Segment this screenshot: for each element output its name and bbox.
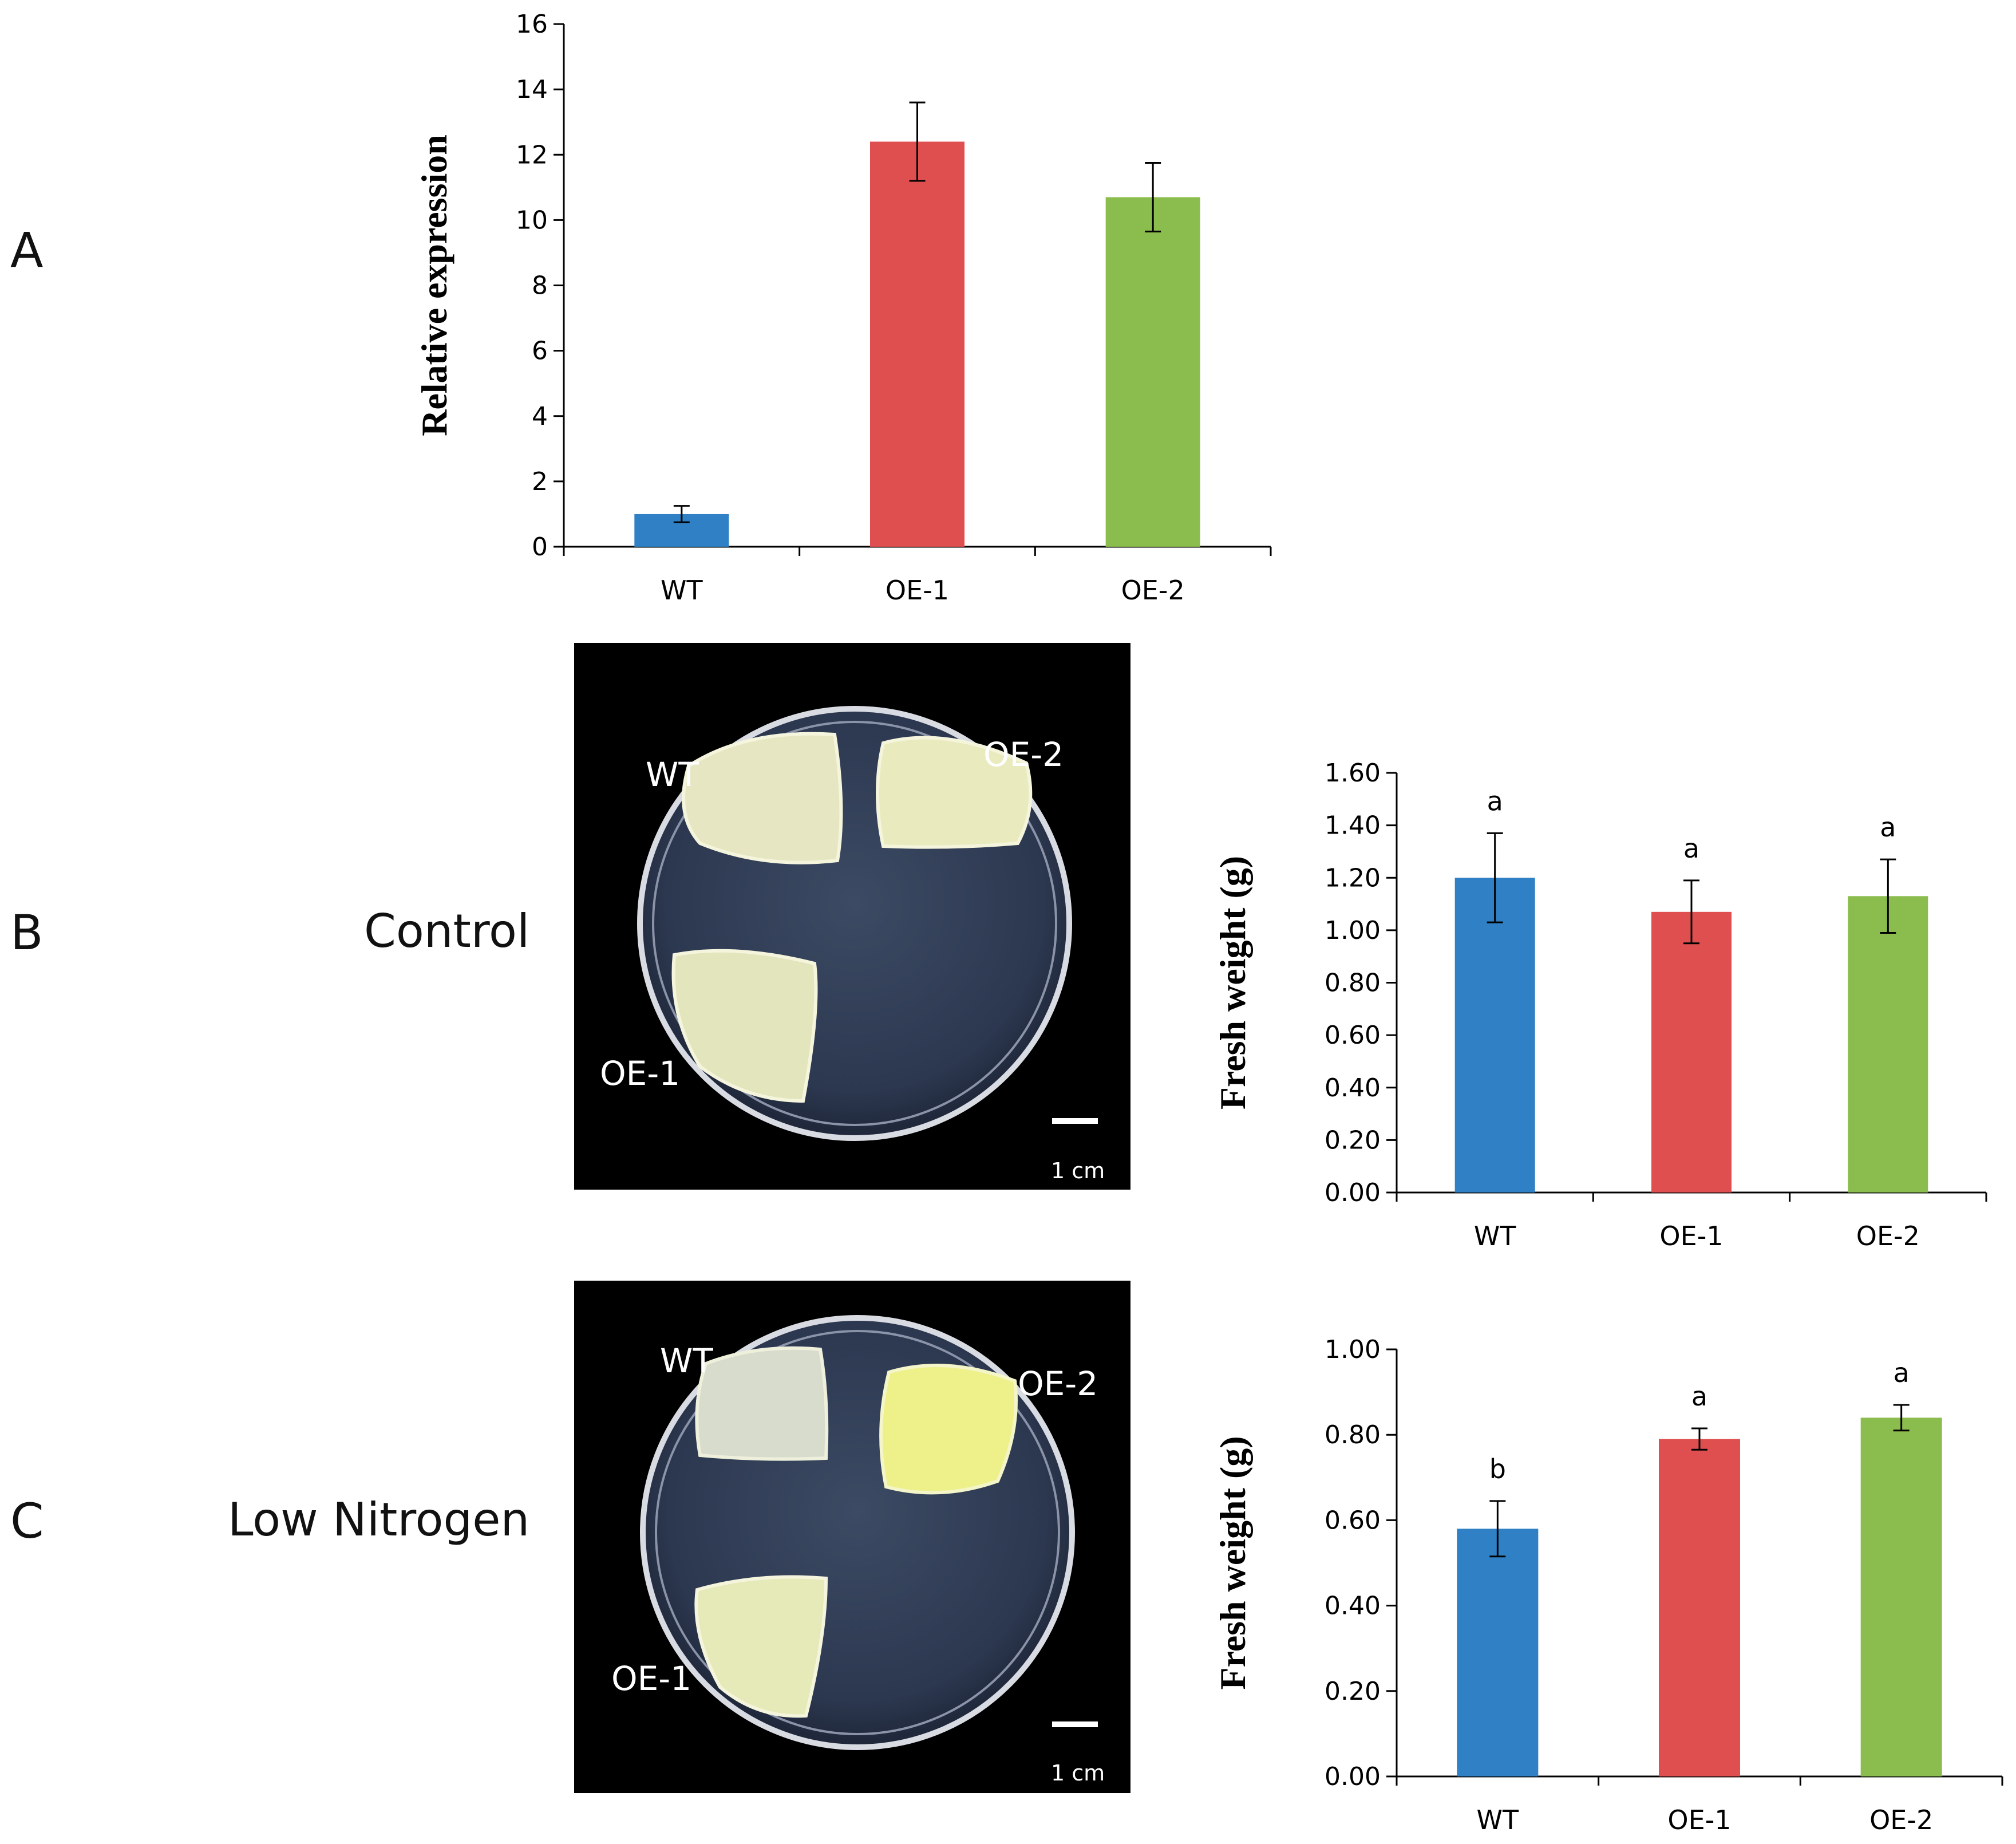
- y-tick-label: 8: [532, 271, 548, 301]
- plate-label-oe1: OE-1: [611, 1659, 691, 1698]
- y-tick-label: 0.00: [1325, 1762, 1381, 1791]
- callus-wt: [695, 1346, 829, 1461]
- scale-label: 1 cm: [1051, 1760, 1105, 1786]
- x-category-label: WT: [1477, 1804, 1519, 1835]
- bar-oe1: [870, 141, 964, 547]
- panel-letter-a: A: [10, 222, 44, 278]
- y-tick-label: 4: [532, 402, 548, 431]
- bar-wt: [1457, 1529, 1539, 1776]
- panel-letter-b: B: [10, 905, 44, 961]
- x-category-label: OE-1: [886, 575, 949, 606]
- y-tick-label: 0.40: [1325, 1073, 1381, 1103]
- scale-bar: [1052, 1721, 1098, 1727]
- significance-letter: b: [1489, 1454, 1506, 1484]
- bar-oe1: [1651, 911, 1732, 1193]
- y-tick-label: 1.00: [1325, 1335, 1381, 1364]
- plate-label-oe1: OE-1: [600, 1054, 680, 1093]
- y-axis-title: Relative expression: [414, 135, 454, 436]
- plate-label-oe2: OE-2: [983, 735, 1064, 774]
- y-tick-label: 0.80: [1325, 969, 1381, 998]
- y-tick-label: 1.60: [1325, 759, 1381, 788]
- bar-oe2: [1848, 896, 1928, 1193]
- y-tick-label: 12: [516, 140, 548, 169]
- y-tick-label: 0.20: [1325, 1126, 1381, 1155]
- y-axis-title: Fresh weight (g): [1212, 856, 1253, 1109]
- bar-oe2: [1105, 197, 1200, 547]
- y-tick-label: 10: [516, 206, 548, 235]
- x-category-label: OE-1: [1659, 1221, 1723, 1251]
- y-tick-label: 1.00: [1325, 916, 1381, 945]
- callus-oe1: [694, 1575, 828, 1718]
- plate-label-wt: WT: [646, 755, 699, 794]
- x-category-label: OE-2: [1869, 1804, 1933, 1835]
- y-tick-label: 1.40: [1325, 811, 1381, 840]
- y-tick-label: 6: [532, 337, 548, 366]
- y-tick-label: 0.40: [1325, 1592, 1381, 1621]
- y-tick-label: 2: [532, 467, 548, 496]
- condition-label-control: Control: [364, 905, 530, 958]
- x-category-label: OE-2: [1121, 575, 1185, 606]
- x-category-label: OE-1: [1667, 1804, 1731, 1835]
- plate-label-oe2: OE-2: [1018, 1364, 1098, 1403]
- y-axis-title: Fresh weight (g): [1212, 1436, 1253, 1689]
- callus-oe1: [671, 949, 818, 1103]
- y-tick-label: 14: [516, 75, 548, 104]
- significance-letter: a: [1894, 1357, 1910, 1388]
- y-tick-label: 16: [516, 10, 548, 39]
- y-tick-label: 0.60: [1325, 1021, 1381, 1050]
- significance-letter: a: [1487, 785, 1503, 816]
- y-tick-label: 0.00: [1325, 1178, 1381, 1207]
- x-category-label: OE-2: [1856, 1221, 1920, 1251]
- significance-letter: a: [1691, 1381, 1707, 1412]
- callus-wt: [682, 732, 843, 864]
- plate-label-wt: WT: [660, 1341, 713, 1380]
- x-category-label: WT: [661, 575, 703, 606]
- y-tick-label: 0.60: [1325, 1506, 1381, 1535]
- x-category-label: WT: [1474, 1221, 1516, 1251]
- scale-label: 1 cm: [1051, 1158, 1105, 1183]
- y-tick-label: 0.20: [1325, 1677, 1381, 1706]
- significance-letter: a: [1880, 812, 1896, 843]
- callus-oe2: [876, 736, 1033, 849]
- bar-wt: [1454, 878, 1535, 1193]
- significance-letter: a: [1683, 833, 1699, 864]
- condition-label-low-nitrogen: Low Nitrogen: [228, 1493, 530, 1546]
- y-tick-label: 0: [532, 532, 548, 562]
- panel-letter-c: C: [10, 1493, 44, 1549]
- low-nitrogen-plate-photo: WT OE-2 OE-1 1 cm: [574, 1281, 1130, 1793]
- bar-oe2: [1860, 1417, 1942, 1776]
- callus-oe2: [879, 1364, 1018, 1495]
- bar-oe1: [1659, 1439, 1740, 1776]
- y-tick-label: 0.80: [1325, 1420, 1381, 1450]
- scale-bar: [1052, 1118, 1098, 1124]
- y-tick-label: 1.20: [1325, 863, 1381, 893]
- control-plate-photo: WT OE-2 OE-1 1 cm: [574, 643, 1130, 1190]
